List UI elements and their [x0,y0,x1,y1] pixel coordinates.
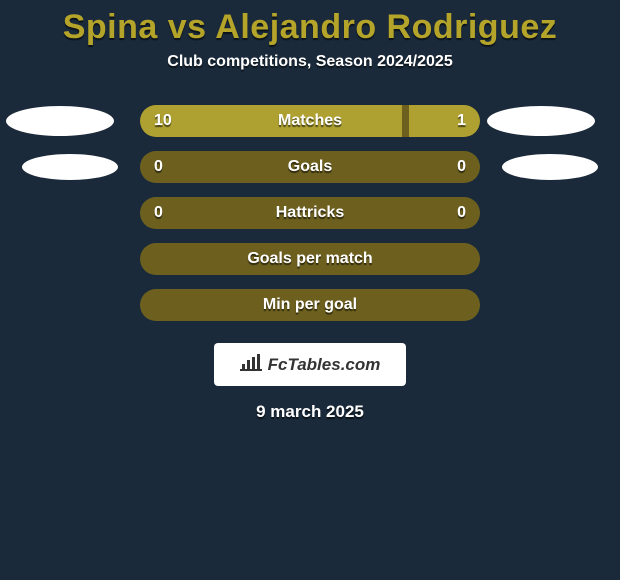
footer-logo-box: FcTables.com [214,343,407,386]
footer-date: 9 march 2025 [0,402,620,422]
footer-logo: FcTables.com [240,353,381,376]
player2-name: Alejandro Rodriguez [215,8,557,46]
stat-row: 101Matches [0,105,620,137]
stat-row: 00Hattricks [0,197,620,229]
page-title: Spina vs Alejandro Rodriguez [0,8,620,47]
stat-row: Min per goal [0,289,620,321]
stats-card: Spina vs Alejandro Rodriguez Club compet… [0,0,620,580]
player1-name: Spina [63,8,158,46]
player1-oval [6,106,114,136]
stat-label: Min per goal [140,289,480,321]
stat-rows: 101Matches 00Goals 00Hattricks Goals per ma… [0,105,620,321]
stat-bar: Min per goal [140,289,480,321]
stat-bar: 00Goals [140,151,480,183]
stat-row: 00Goals [0,151,620,183]
player1-oval [22,154,118,180]
player2-oval [487,106,595,136]
subtitle: Club competitions, Season 2024/2025 [0,53,620,71]
stat-label: Matches [140,105,480,137]
bar-chart-icon [240,353,262,376]
player2-oval [502,154,598,180]
stat-label: Goals [140,151,480,183]
footer-logo-text: FcTables.com [268,355,381,375]
vs-separator: vs [168,8,207,46]
stat-label: Goals per match [140,243,480,275]
stat-bar: 00Hattricks [140,197,480,229]
stat-label: Hattricks [140,197,480,229]
stat-bar: Goals per match [140,243,480,275]
stat-bar: 101Matches [140,105,480,137]
stat-row: Goals per match [0,243,620,275]
